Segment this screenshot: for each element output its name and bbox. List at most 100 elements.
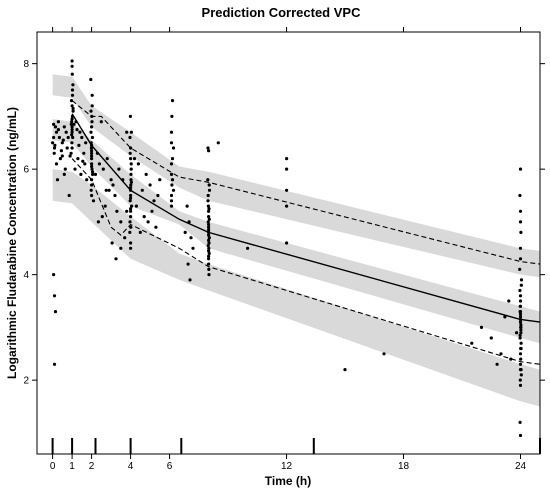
observed-point [91, 170, 95, 174]
observed-point [156, 193, 160, 198]
observed-point [66, 135, 70, 140]
plot-frame [36, 31, 541, 455]
observed-point [285, 204, 289, 208]
observed-point [129, 186, 133, 190]
observed-point [70, 130, 74, 134]
observed-point [129, 157, 133, 161]
observed-point [69, 122, 73, 126]
observed-point [169, 193, 174, 198]
observed-point [71, 106, 75, 111]
observed-point [140, 188, 144, 192]
observed-point [113, 193, 117, 198]
observed-point [207, 230, 211, 234]
observed-point [57, 135, 62, 140]
observed-point [216, 141, 220, 145]
observed-point [54, 162, 59, 166]
observed-point [470, 341, 474, 345]
observed-point [62, 125, 66, 129]
observed-point [207, 249, 211, 253]
y-tick-label: 6 [23, 165, 29, 176]
observed-point [85, 178, 89, 182]
x-tick-label: 4 [128, 461, 134, 472]
observed-point [90, 93, 94, 97]
observed-point [129, 130, 133, 134]
observed-point [76, 157, 80, 161]
observed-point [128, 199, 132, 203]
observed-point [52, 273, 56, 277]
observed-point [170, 178, 175, 182]
observed-point [117, 167, 121, 171]
observed-point [90, 120, 94, 124]
observed-point [518, 333, 522, 337]
observed-point [134, 204, 138, 208]
observed-point [207, 267, 211, 271]
x-tick-label: 18 [398, 461, 410, 472]
observed-point [130, 204, 134, 208]
observed-point [518, 315, 523, 319]
observed-point [518, 317, 523, 322]
observed-point [479, 325, 484, 329]
observed-point [518, 352, 523, 356]
observed-point [518, 167, 523, 171]
observed-point [148, 183, 152, 187]
observed-point [72, 122, 76, 126]
observed-point [52, 294, 57, 298]
observed-point [52, 151, 56, 155]
observed-point [146, 220, 150, 224]
observed-point [206, 193, 210, 198]
observed-point [129, 167, 133, 171]
observed-point [169, 199, 174, 203]
observed-point [119, 220, 123, 224]
observed-point [189, 236, 193, 240]
observed-point [89, 77, 93, 82]
observed-point [519, 283, 523, 287]
observed-point [518, 294, 523, 298]
observed-point [89, 109, 93, 113]
observed-point [109, 178, 113, 182]
observed-point [77, 143, 81, 147]
observed-point [518, 420, 522, 424]
observed-point [158, 178, 162, 182]
observed-point [171, 188, 176, 192]
observed-point [93, 172, 98, 176]
observed-point [96, 220, 100, 224]
observed-point [89, 141, 93, 145]
observed-point [100, 215, 104, 219]
observed-point [170, 99, 175, 103]
observed-point [51, 141, 55, 145]
observed-point [89, 130, 93, 134]
observed-point [207, 217, 211, 221]
observed-point [123, 236, 127, 240]
observed-point [70, 72, 74, 76]
observed-point [518, 378, 522, 382]
y-tick-label: 2 [23, 376, 29, 387]
observed-point [518, 220, 523, 224]
observed-point [187, 220, 191, 224]
percentile-line-3 [71, 158, 541, 365]
observed-point [207, 228, 211, 232]
observed-point [207, 254, 211, 258]
observed-point [150, 209, 154, 213]
prediction-interval-bands [52, 74, 540, 407]
observed-point [90, 164, 94, 169]
observed-points [51, 59, 524, 438]
observed-point [519, 325, 523, 329]
observed-point [129, 225, 133, 229]
observed-point [518, 246, 523, 250]
observed-point [518, 299, 523, 303]
x-tick-label: 12 [281, 461, 293, 472]
observed-point [99, 120, 103, 124]
observed-point [53, 310, 58, 314]
observed-point [53, 125, 58, 129]
x-tick-label: 0 [50, 461, 56, 472]
observed-point [70, 88, 75, 92]
observed-point [169, 162, 174, 166]
observed-point [128, 151, 132, 155]
observed-point [169, 130, 174, 134]
observed-point [154, 225, 158, 229]
observed-point [285, 241, 289, 245]
observed-point [90, 157, 94, 161]
observed-point [519, 341, 523, 345]
observed-point [70, 141, 74, 145]
